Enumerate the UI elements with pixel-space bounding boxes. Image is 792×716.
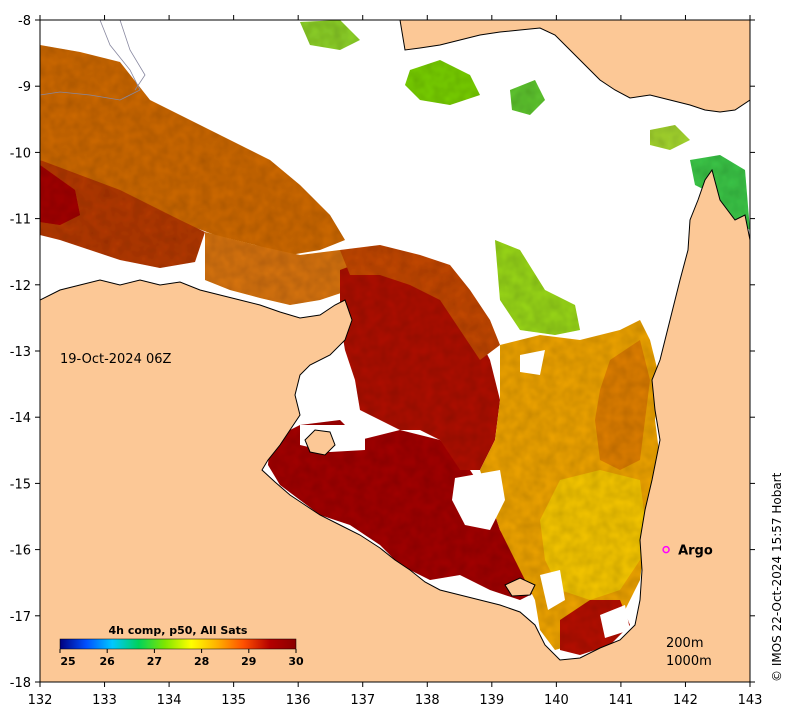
colorbar-tick-label: 26 <box>100 655 116 668</box>
x-tick-label: 135 <box>221 693 246 708</box>
land-island-south <box>504 577 536 597</box>
colorbar: 4h comp, p50, All Sats 25 26 27 28 29 30 <box>59 624 304 668</box>
credit-text: © IMOS 22-Oct-2024 15:57 Hobart <box>770 472 784 682</box>
argo-label: Argo <box>678 544 713 559</box>
y-tick-label: -9 <box>18 80 31 95</box>
land <box>40 20 750 682</box>
y-tick-label: -15 <box>10 477 31 492</box>
land-new-guinea <box>399 20 750 113</box>
sst-patch-gulf-west <box>268 420 540 600</box>
x-tick-label: 136 <box>286 693 311 708</box>
argo-dot <box>662 545 670 554</box>
depth-label-1000m: 1000m <box>666 654 712 669</box>
depth-contours <box>40 20 146 101</box>
x-tick-label: 132 <box>28 693 53 708</box>
sst-patch-green-ne <box>690 155 750 230</box>
colorbar-title: 4h comp, p50, All Sats <box>109 624 248 637</box>
y-tick-label: -14 <box>10 411 31 426</box>
sst-patch-green-mid <box>495 240 580 335</box>
argo-marker[interactable]: Argo <box>662 544 713 559</box>
sst-patch-green-small <box>510 80 545 115</box>
cloud-gap-4 <box>600 605 630 638</box>
cloud-gap-1 <box>452 470 505 530</box>
map-plot-area <box>40 20 750 682</box>
y-tick-label: -16 <box>10 544 31 559</box>
contour-line-2 <box>119 20 146 91</box>
x-tick-label: 141 <box>608 693 633 708</box>
colorbar-bar <box>59 638 297 650</box>
sst-patch-northwest <box>40 45 345 255</box>
sst-patch-gulf-north <box>340 245 500 360</box>
x-tick-label: 142 <box>673 693 698 708</box>
y-tick-label: -8 <box>18 14 31 29</box>
date-label: 19-Oct-2024 06Z <box>60 352 172 367</box>
colorbar-ticks: 25 26 27 28 29 30 <box>59 649 304 668</box>
depth-label-200m: 200m <box>666 636 703 651</box>
x-tick-label: 133 <box>92 693 117 708</box>
sst-field <box>40 20 750 655</box>
sst-patch-east-orange <box>595 340 650 470</box>
x-tick-label: 140 <box>544 693 569 708</box>
colorbar-tick-label: 27 <box>147 655 162 668</box>
colorbar-tick-label: 28 <box>194 655 209 668</box>
x-tick-label: 134 <box>157 693 182 708</box>
cloud-gap-5 <box>520 350 545 375</box>
contour-line-1 <box>40 20 141 101</box>
colorbar-tick-label: 29 <box>241 655 256 668</box>
x-axis: 132 133 134 135 136 137 138 139 140 141 142 143 <box>28 15 763 708</box>
x-tick-label: 138 <box>415 693 440 708</box>
sst-patch-green-north <box>405 60 480 105</box>
sst-patch-northwest-warm <box>40 160 205 268</box>
sst-patch-shelf <box>205 232 360 305</box>
land-australia <box>40 168 750 682</box>
x-tick-label: 139 <box>479 693 504 708</box>
y-tick-label: -12 <box>10 279 31 294</box>
x-tick-label: 137 <box>350 693 375 708</box>
sst-patch-nw-coast <box>40 165 80 225</box>
y-axis: -8 -9 -10 -11 -12 -13 -14 -15 -16 -17 -18 <box>10 14 755 691</box>
land-island-west <box>304 429 336 456</box>
x-tick-label: 143 <box>738 693 763 708</box>
sst-patch-green-top <box>300 20 360 50</box>
sst-patch-gulf-east-yellow <box>540 470 645 600</box>
sst-patch-green-right <box>650 125 690 150</box>
y-tick-label: -11 <box>10 213 31 228</box>
colorbar-tick-label: 25 <box>60 655 75 668</box>
y-tick-label: -17 <box>10 610 31 625</box>
colorbar-tick-label: 30 <box>288 655 304 668</box>
y-tick-label: -18 <box>10 676 31 691</box>
y-tick-label: -13 <box>10 345 31 360</box>
cloud-gap-3 <box>540 570 565 610</box>
y-tick-label: -10 <box>10 146 31 161</box>
